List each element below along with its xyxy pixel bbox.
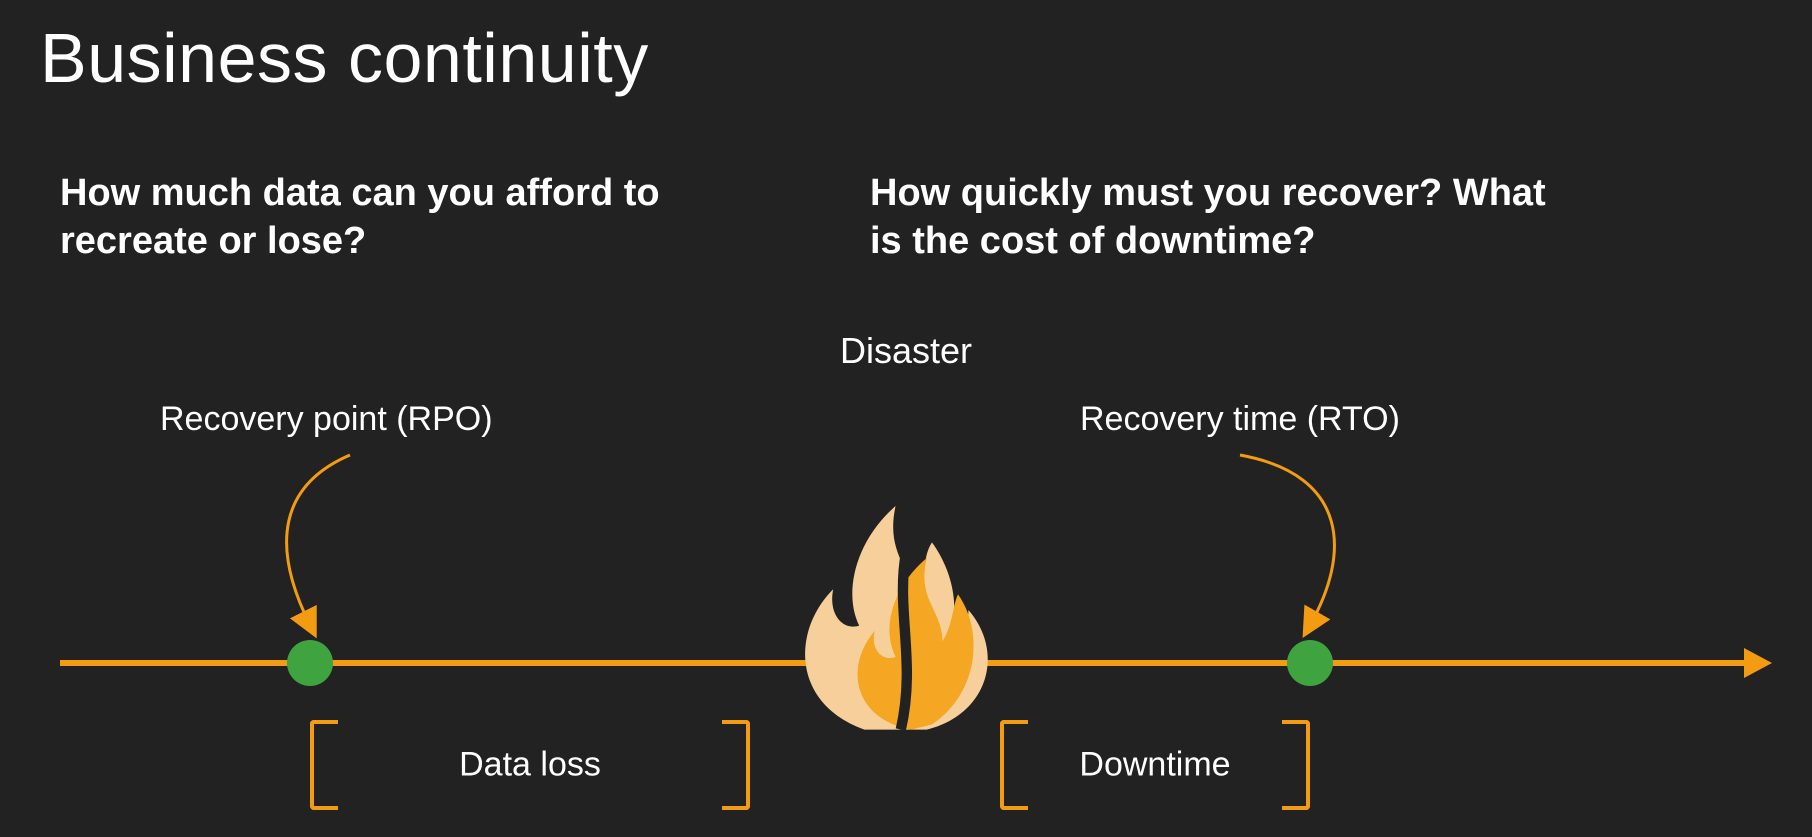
slide-business-continuity: Business continuity How much data can yo… (0, 0, 1812, 837)
bracket-data-loss: Data loss (310, 720, 750, 810)
timeline-point-rto (1287, 640, 1333, 686)
pointer-arrow-rpo-icon (240, 445, 380, 645)
bracket-close-icon (1282, 720, 1310, 810)
pointer-arrow-rto-icon (1220, 445, 1380, 645)
timeline-point-rpo (287, 640, 333, 686)
slide-title: Business continuity (40, 18, 649, 98)
fire-icon (776, 480, 1036, 740)
bracket-label-downtime: Downtime (1000, 746, 1310, 785)
bracket-label-data-loss: Data loss (310, 746, 750, 785)
label-disaster: Disaster (0, 330, 1812, 372)
timeline-arrowhead-icon (1744, 648, 1772, 678)
bracket-close-icon (722, 720, 750, 810)
label-rto: Recovery time (RTO) (1080, 400, 1400, 439)
question-rpo: How much data can you afford to recreate… (60, 170, 740, 265)
question-rto: How quickly must you recover? What is th… (870, 170, 1550, 265)
label-rpo: Recovery point (RPO) (160, 400, 493, 439)
bracket-downtime: Downtime (1000, 720, 1310, 810)
